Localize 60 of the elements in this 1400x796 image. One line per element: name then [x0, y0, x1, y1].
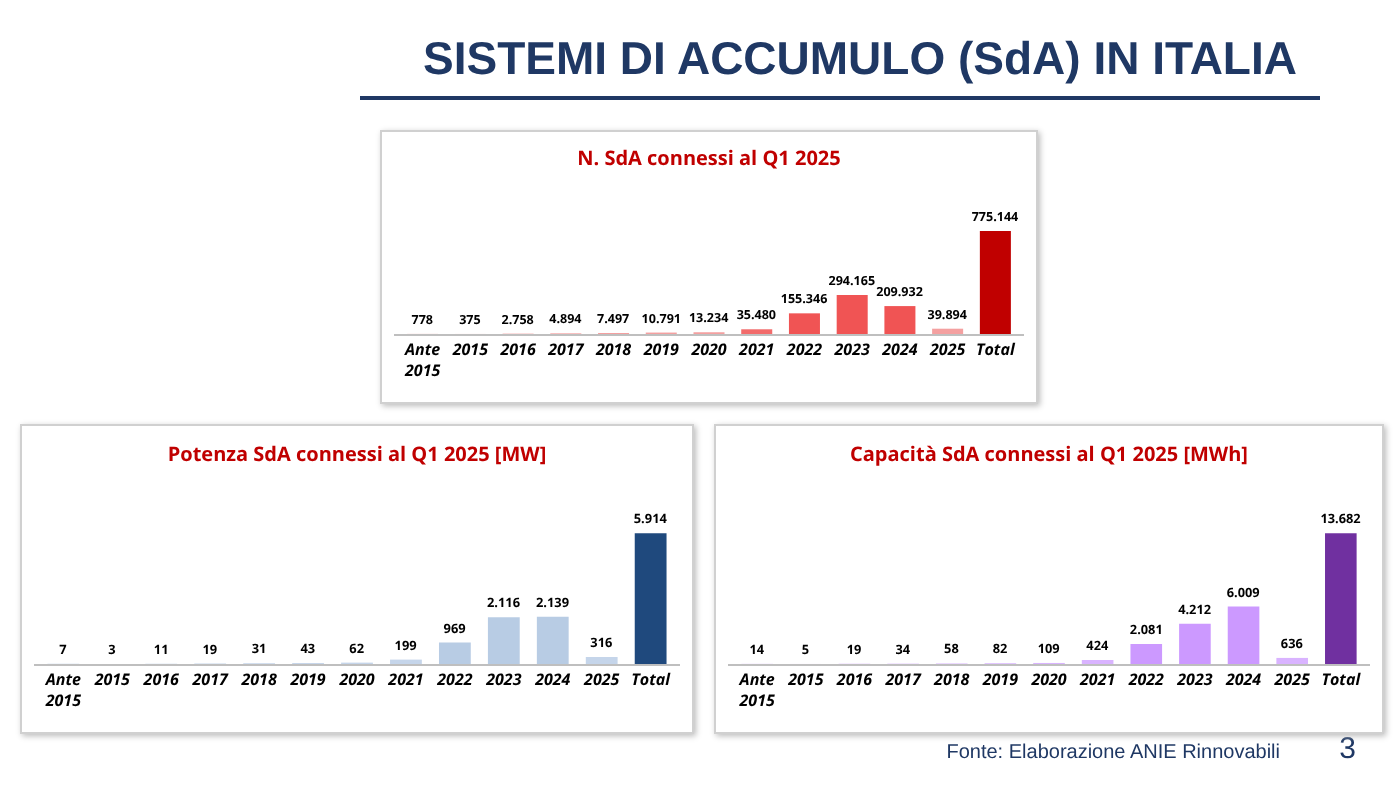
chart-title: N. SdA connessi al Q1 2025	[577, 142, 842, 171]
x-tick-label: Ante 2015	[43, 669, 83, 712]
x-tick-label: 2022	[435, 669, 474, 692]
chart-title: Capacità SdA connessi al Q1 2025 [MWh]	[850, 439, 1248, 468]
x-tick-label: 2018	[593, 339, 633, 362]
x-tick-label: 2025	[1272, 669, 1311, 692]
x-tick-label: Ante 2015	[737, 669, 776, 712]
x-tick-label: 2015	[450, 339, 490, 362]
x-tick-label: 2015	[92, 669, 132, 692]
x-tick-label: 2024	[880, 339, 919, 362]
bar	[1179, 623, 1211, 664]
x-tick-label: 2023	[484, 669, 523, 692]
x-tick-label: Total	[1321, 669, 1362, 692]
x-tick-label: 2017	[190, 669, 229, 692]
x-tick-label: 2025	[928, 339, 967, 362]
bar	[788, 313, 820, 334]
chart-title: Potenza SdA connessi al Q1 2025 [MW]	[167, 439, 547, 468]
bar	[536, 616, 569, 664]
x-tick-label: Total	[976, 339, 1016, 362]
x-tick-label: 2019	[288, 669, 327, 692]
x-tick-label: 2016	[834, 669, 874, 692]
x-tick-label: 2023	[1175, 669, 1214, 692]
bar	[884, 306, 916, 334]
text: SISTEMI DI ACCUMULO (SdA) IN ITALIA	[421, 32, 1299, 86]
x-tick-label: 2016	[141, 669, 181, 692]
x-tick-label: 2024	[1223, 669, 1263, 692]
x-tick-label: 2016	[498, 339, 537, 362]
x-tick-label: 2021	[1078, 669, 1116, 692]
bar	[634, 533, 667, 664]
x-tick-label: 2021	[737, 339, 775, 362]
text: 3	[1339, 732, 1356, 766]
bar	[836, 294, 868, 334]
bar	[438, 642, 471, 664]
bar	[979, 230, 1011, 334]
x-tick-label: Total	[631, 669, 672, 692]
x-tick-label: 2015	[786, 669, 825, 692]
bar	[585, 657, 618, 664]
bar	[487, 617, 520, 664]
x-tick-label: 2020	[689, 339, 728, 362]
bar	[932, 328, 964, 334]
x-tick-label: 2020	[337, 669, 376, 692]
x-tick-label: 2017	[546, 339, 585, 362]
x-tick-label: 2022	[1126, 669, 1166, 692]
x-tick-label: Ante 2015	[403, 339, 442, 382]
x-tick-label: 2017	[883, 669, 922, 692]
x-tick-label: 2019	[980, 669, 1020, 692]
x-tick-label: 2025	[582, 669, 621, 692]
x-tick-label: 2018	[239, 669, 278, 692]
x-tick-label: 2019	[641, 339, 681, 362]
bar	[1227, 606, 1260, 664]
bar	[1130, 644, 1163, 664]
x-tick-label: 2023	[832, 339, 871, 362]
x-tick-label: 2022	[784, 339, 824, 362]
x-tick-label: 2021	[386, 669, 424, 692]
x-tick-label: 2024	[533, 669, 572, 692]
bar	[1276, 657, 1308, 664]
source-note: Fonte: Elaborazione ANIE Rinnovabili	[946, 742, 1280, 764]
x-tick-label: 2018	[932, 669, 971, 692]
bar	[1325, 533, 1357, 664]
x-tick-label: 2020	[1029, 669, 1068, 692]
